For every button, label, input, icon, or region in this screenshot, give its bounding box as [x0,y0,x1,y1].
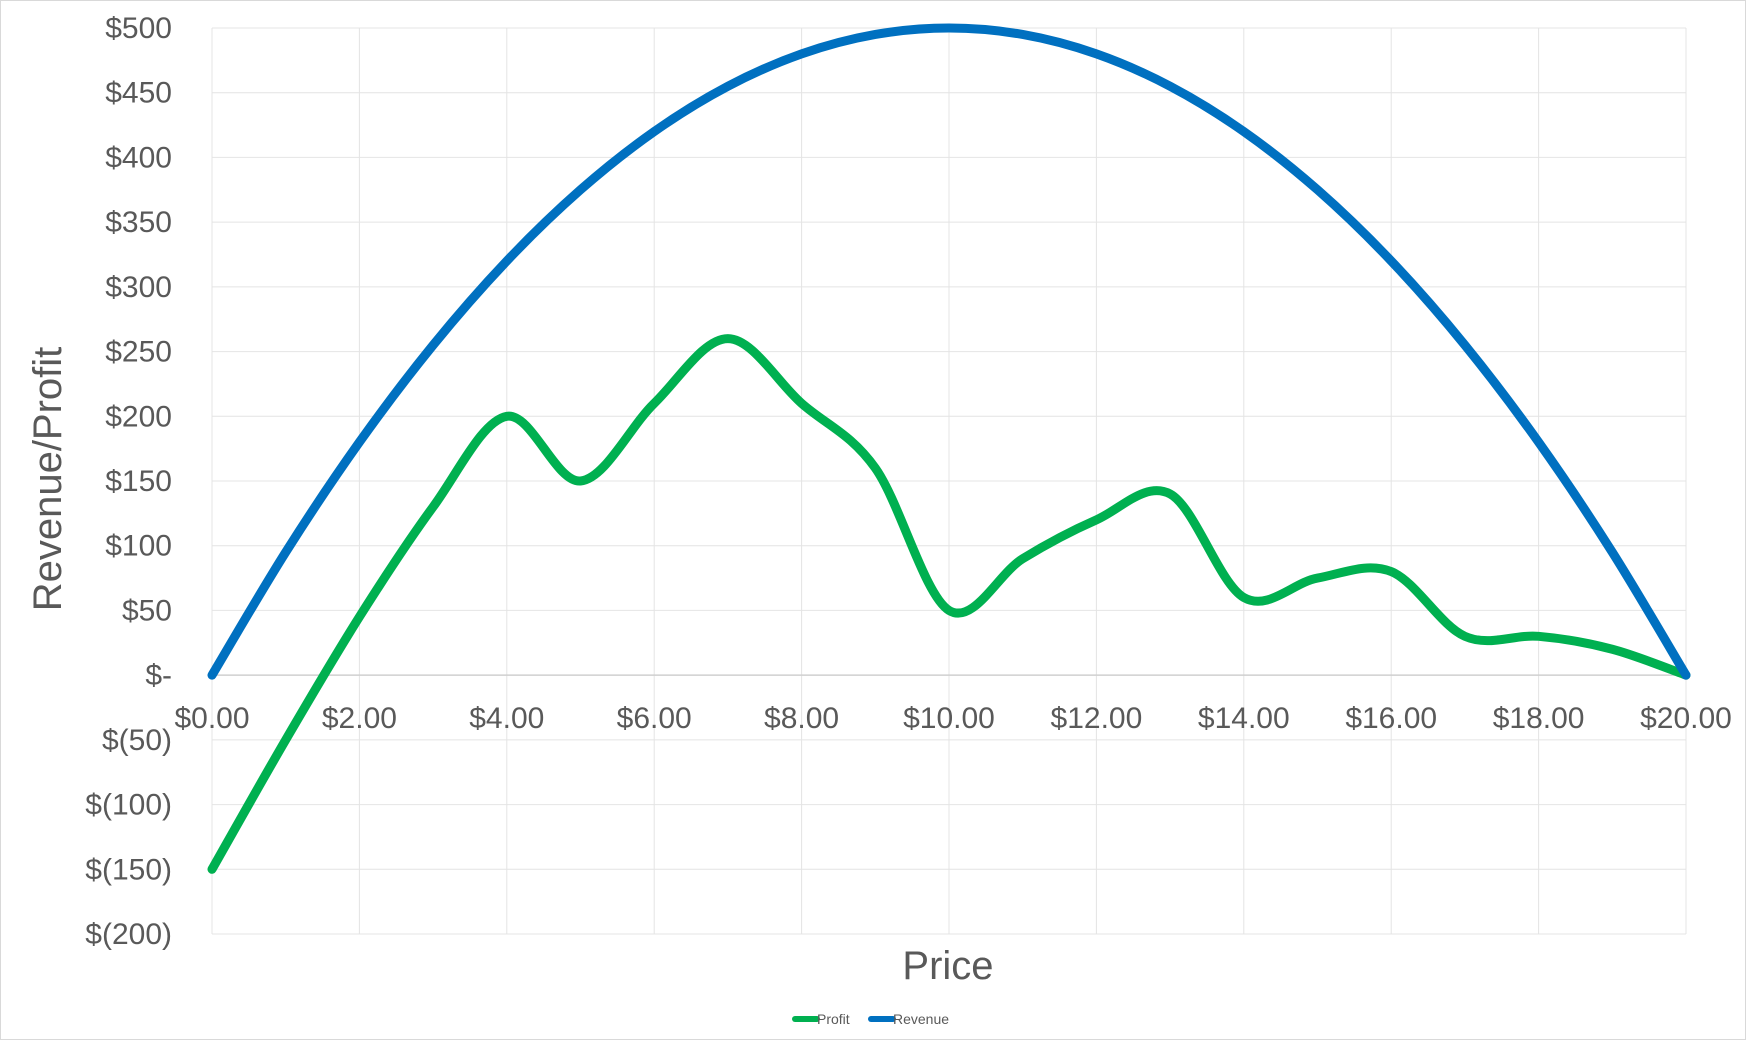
y-tick-label: $250 [105,336,172,369]
legend-entry-profit: Profit [792,1011,850,1027]
series-lines [207,23,1691,874]
legend: Profit Revenue [792,1011,949,1027]
y-tick-label: $400 [105,141,172,174]
y-tick-label: $- [145,659,172,692]
y-tick-label: $(50) [102,724,172,757]
legend-entry-revenue: Revenue [868,1011,949,1027]
y-tick-label: $100 [105,530,172,563]
y-tick-label: $300 [105,271,172,304]
legend-label-revenue: Revenue [893,1011,949,1027]
x-tick-label: $14.00 [1198,702,1290,735]
y-axis-tick-labels: $(200) $(150) $(100) $(50) $- $50 $100 $150 $200… [85,12,172,951]
x-tick-label: $18.00 [1493,702,1585,735]
x-axis-title: Price [902,944,993,988]
x-tick-label: $16.00 [1345,702,1437,735]
y-axis-title: Revenue/Profit [26,347,70,612]
y-tick-label: $350 [105,206,172,239]
x-tick-label: $20.00 [1640,702,1732,735]
y-tick-label: $150 [105,465,172,498]
legend-label-profit: Profit [817,1011,850,1027]
series-line-profit [207,334,1691,874]
x-tick-label: $6.00 [617,702,692,735]
series-line-revenue [207,23,1691,680]
y-tick-label: $500 [105,12,172,45]
y-tick-label: $200 [105,400,172,433]
y-tick-label: $450 [105,77,172,110]
x-tick-label: $10.00 [903,702,995,735]
y-tick-label: $(200) [85,918,172,951]
gridlines [211,27,1687,935]
x-tick-label: $8.00 [764,702,839,735]
x-tick-label: $2.00 [322,702,397,735]
x-tick-label: $0.00 [174,702,249,735]
x-tick-label: $4.00 [469,702,544,735]
y-tick-label: $50 [122,594,172,627]
y-tick-label: $(100) [85,789,172,822]
x-tick-label: $12.00 [1051,702,1143,735]
y-tick-label: $(150) [85,853,172,886]
x-axis-tick-labels: $0.00 $2.00 $4.00 $6.00 $8.00 $10.00 $12.00 $14… [174,702,1731,735]
